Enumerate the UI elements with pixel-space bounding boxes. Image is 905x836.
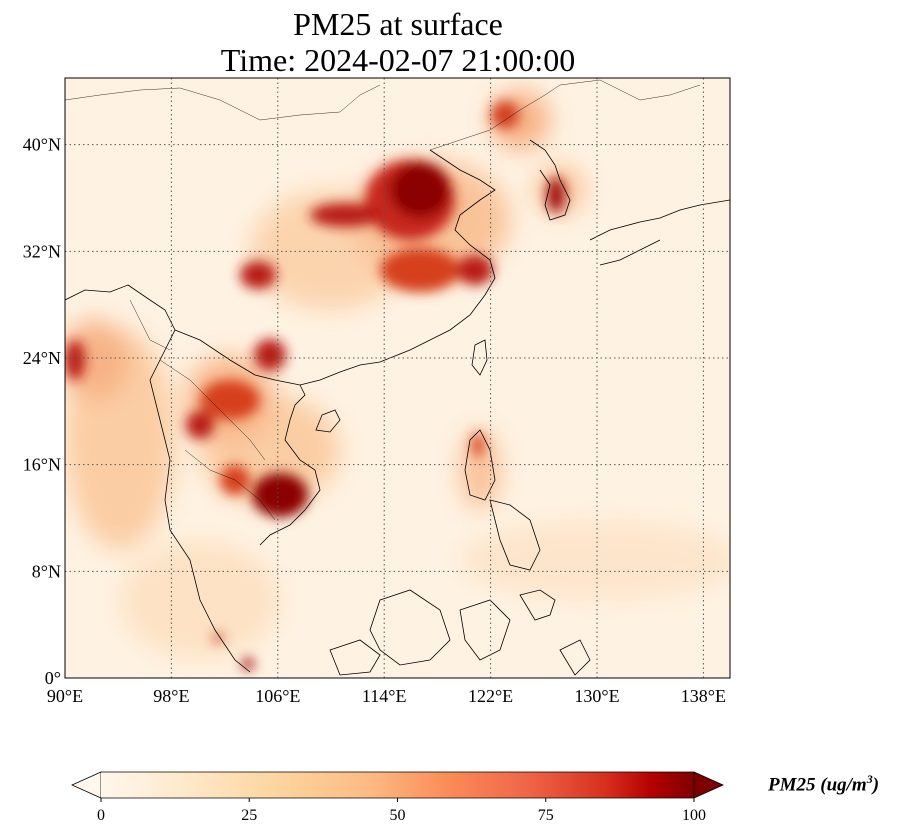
lat-tick-label: 40°N xyxy=(23,135,61,155)
colorbar-tick-label: 100 xyxy=(682,807,706,824)
lon-tick-label: 114°E xyxy=(362,686,407,706)
colorbar-tick-label: 25 xyxy=(241,807,257,824)
colorbar-gradient xyxy=(101,772,694,798)
colorbar-tick-label: 0 xyxy=(97,807,105,824)
chart-title-line2: Time: 2024-02-07 21:00:00 xyxy=(220,42,576,78)
lon-tick-label: 90°E xyxy=(47,686,83,706)
pm25-field xyxy=(65,78,730,678)
lat-tick-label: 32°N xyxy=(23,241,61,261)
colorbar: 0 25 50 75 100 xyxy=(71,771,724,824)
lon-tick-label: 130°E xyxy=(574,686,619,706)
lon-tick-label: 122°E xyxy=(468,686,513,706)
country-borders xyxy=(65,79,701,521)
lat-tick-label: 16°N xyxy=(23,455,61,475)
lat-tick-label: 8°N xyxy=(32,561,61,581)
lon-tick-label: 98°E xyxy=(153,686,189,706)
colorbar-ticks: 0 25 50 75 100 xyxy=(97,798,706,824)
latitude-tick-labels: 0° 8°N 16°N 24°N 32°N 40°N xyxy=(23,135,61,688)
lat-tick-label: 24°N xyxy=(23,348,61,368)
colorbar-extend-max xyxy=(693,771,724,799)
longitude-tick-labels: 90°E 98°E 106°E 114°E 122°E 130°E 138°E xyxy=(47,686,726,706)
map-frame xyxy=(64,77,731,679)
lon-tick-label: 106°E xyxy=(255,686,300,706)
lon-tick-label: 138°E xyxy=(681,686,726,706)
gridlines xyxy=(65,78,730,678)
lat-tick-label: 0° xyxy=(45,668,61,688)
colorbar-extend-min xyxy=(71,771,102,799)
colorbar-title: PM25 (ug/m3) xyxy=(768,772,880,796)
coastlines xyxy=(65,139,730,676)
chart-title-line1: PM25 at surface xyxy=(293,6,503,42)
colorbar-tick-label: 50 xyxy=(390,807,406,824)
colorbar-tick-label: 75 xyxy=(538,807,554,824)
